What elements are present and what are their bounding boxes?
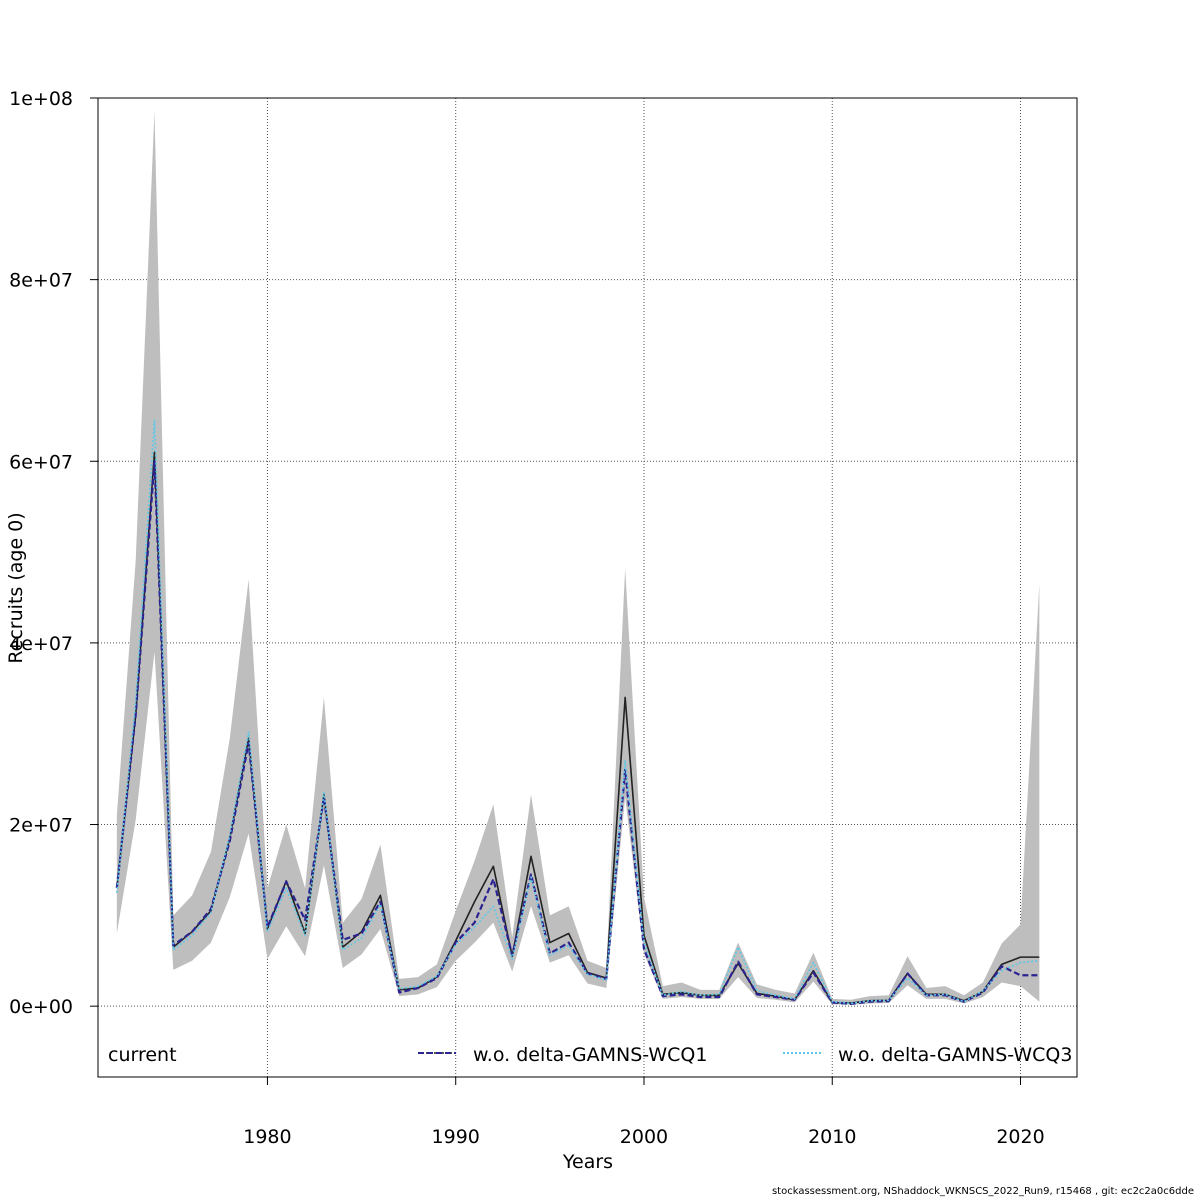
y-tick-label: 1e+08 <box>9 88 73 110</box>
axes: 1980 1990 2000 2010 2020 0e+00 2e+07 4e+07 6e+07… <box>9 88 1045 1148</box>
y-tick-label: 4e+07 <box>9 633 73 655</box>
footer-note: stockassessment.org, NShaddock_WKNSCS_20… <box>771 1186 1194 1197</box>
y-tick-label: 6e+07 <box>9 451 73 473</box>
x-tick-label: 1990 <box>432 1126 480 1148</box>
y-tick-label: 8e+07 <box>9 270 73 292</box>
x-axis-label: Years <box>562 1151 613 1173</box>
y-tick-label: 2e+07 <box>9 815 73 837</box>
grid <box>98 97 1077 1077</box>
legend-label: w.o. delta-GAMNS-WCQ3 <box>838 1044 1072 1066</box>
y-tick-label: 0e+00 <box>9 996 73 1018</box>
confidence-band-area <box>116 111 1040 1005</box>
legend: current w.o. delta-GAMNS-WCQ1 w.o. delta-G… <box>108 1044 1072 1066</box>
x-tick-label: 2000 <box>620 1126 668 1148</box>
series-lines <box>115 419 1040 1005</box>
x-tick-label: 2020 <box>996 1126 1044 1148</box>
legend-label: current <box>108 1044 177 1066</box>
series-line-2 <box>115 460 1040 1005</box>
x-tick-label: 2010 <box>808 1126 856 1148</box>
confidence-band <box>116 111 1040 1005</box>
legend-label: w.o. delta-GAMNS-WCQ1 <box>473 1044 707 1066</box>
y-axis-label: Recruits (age 0) <box>5 512 27 663</box>
x-tick-label: 1980 <box>243 1126 291 1148</box>
plot-frame <box>97 97 1078 1078</box>
